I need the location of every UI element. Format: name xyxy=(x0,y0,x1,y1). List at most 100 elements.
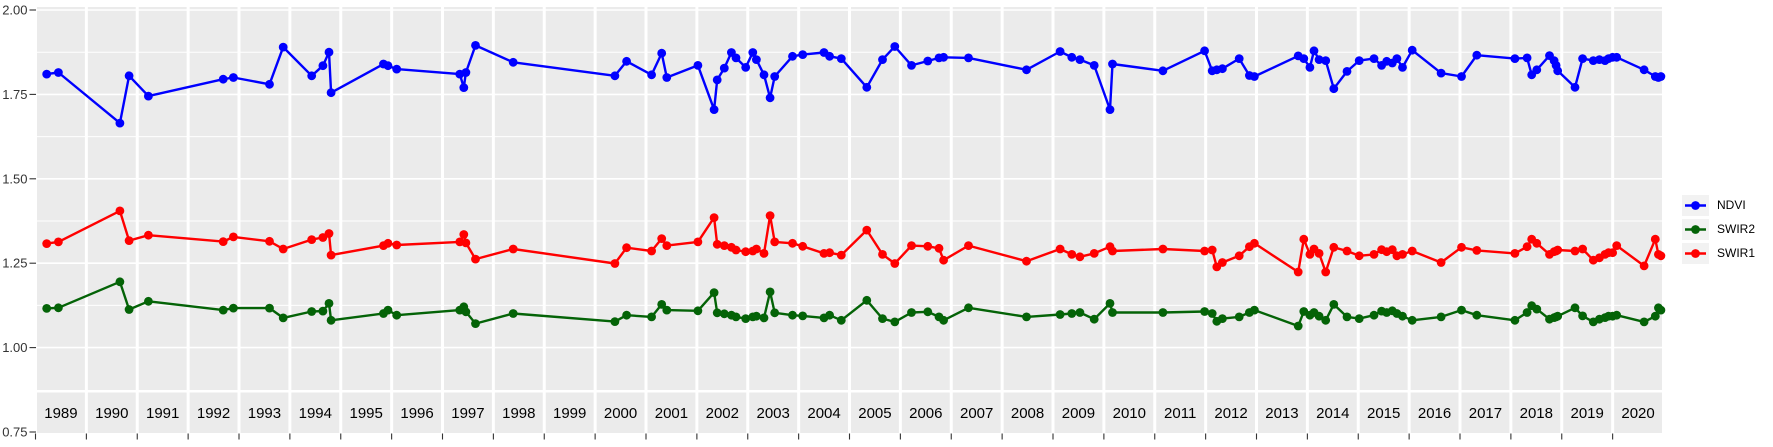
facet-strip-1994 xyxy=(291,392,340,433)
data-point-ndvi xyxy=(508,57,518,67)
data-point-swir1 xyxy=(326,250,336,260)
data-point-ndvi xyxy=(1510,54,1520,63)
data-point-swir2 xyxy=(508,309,518,318)
data-point-swir2 xyxy=(1234,312,1244,322)
data-point-swir2 xyxy=(1250,305,1259,315)
data-point-swir2 xyxy=(610,317,620,326)
data-point-swir1 xyxy=(1608,248,1617,258)
data-point-ndvi xyxy=(1067,52,1077,62)
data-point-ndvi xyxy=(825,51,834,61)
data-point-swir1 xyxy=(1207,245,1217,255)
data-point-ndvi xyxy=(1309,46,1319,56)
data-point-swir1 xyxy=(741,247,751,257)
data-point-swir2 xyxy=(1570,303,1580,313)
data-point-swir1 xyxy=(1612,241,1622,251)
data-point-ndvi xyxy=(752,55,761,64)
data-point-swir2 xyxy=(1022,312,1031,322)
data-point-swir1 xyxy=(218,237,228,247)
year-panel-2014 xyxy=(1308,7,1357,390)
data-point-swir2 xyxy=(1200,307,1209,316)
data-point-swir2 xyxy=(1314,311,1324,321)
data-point-swir1 xyxy=(1639,261,1649,271)
year-panel-1996 xyxy=(393,7,442,390)
data-point-ndvi xyxy=(712,75,722,85)
data-point-ndvi xyxy=(1354,56,1364,65)
data-point-ndvi xyxy=(1305,63,1315,72)
data-point-swir2 xyxy=(471,319,480,328)
data-point-ndvi xyxy=(1299,54,1309,63)
data-point-swir1 xyxy=(115,206,125,216)
data-point-swir1 xyxy=(1398,250,1407,259)
year-panel-2007 xyxy=(952,7,1001,390)
facet-strip-label: 1998 xyxy=(502,405,535,422)
facet-strip-label: 2009 xyxy=(1062,405,1095,422)
data-point-swir1 xyxy=(759,249,769,258)
year-panel-2011 xyxy=(1156,7,1205,390)
data-point-swir2 xyxy=(712,308,722,318)
year-panel-1989 xyxy=(37,7,85,390)
facet-strip-label: 1990 xyxy=(95,405,128,422)
facet-strip-1989 xyxy=(37,392,85,433)
data-point-swir1 xyxy=(939,255,948,265)
y-axis-tick-label: 1.50 xyxy=(2,171,27,186)
data-point-swir2 xyxy=(1578,311,1587,321)
data-point-swir2 xyxy=(461,307,471,317)
data-point-ndvi xyxy=(907,61,916,70)
y-axis-tick-label: 0.75 xyxy=(2,425,27,440)
facet-strip-2020 xyxy=(1614,392,1663,433)
data-point-swir2 xyxy=(1075,308,1085,317)
data-point-ndvi xyxy=(836,54,846,63)
facet-strip-1992 xyxy=(189,392,238,433)
facet-strip-label: 1996 xyxy=(400,405,433,422)
data-point-swir2 xyxy=(1108,308,1117,317)
data-point-swir1 xyxy=(825,248,834,258)
data-point-swir2 xyxy=(770,308,780,318)
data-point-swir2 xyxy=(1612,310,1622,320)
data-point-ndvi xyxy=(1022,65,1031,75)
data-point-ndvi xyxy=(461,68,471,77)
data-point-swir1 xyxy=(1354,251,1364,261)
legend-entry-swir2: SWIR2 xyxy=(1682,218,1755,240)
data-point-swir2 xyxy=(383,305,393,315)
data-point-ndvi xyxy=(923,56,933,66)
facet-strip-label: 2007 xyxy=(960,405,993,422)
data-point-swir1 xyxy=(54,237,63,247)
data-point-swir1 xyxy=(124,236,134,246)
facet-strip-label: 2011 xyxy=(1164,405,1196,422)
facet-strip-label: 2020 xyxy=(1621,405,1654,422)
year-panel-2019 xyxy=(1563,7,1612,390)
year-panel-1991 xyxy=(138,7,187,390)
facet-strip-label: 2016 xyxy=(1418,405,1451,422)
y-axis-tick-label: 2.00 xyxy=(2,3,27,18)
data-point-swir1 xyxy=(712,239,722,249)
data-point-ndvi xyxy=(731,53,741,63)
facet-strip-label: 2015 xyxy=(1367,405,1400,422)
data-point-swir2 xyxy=(862,295,872,305)
data-point-swir2 xyxy=(1656,305,1666,315)
data-point-ndvi xyxy=(798,50,808,59)
year-panel-2003 xyxy=(749,7,798,390)
data-point-swir1 xyxy=(836,250,846,260)
facet-strip-1998 xyxy=(494,392,543,433)
facet-strip-label: 2017 xyxy=(1469,405,1502,422)
data-point-swir1 xyxy=(890,259,900,268)
data-point-ndvi xyxy=(759,70,769,80)
facet-strip-2008 xyxy=(1003,392,1052,433)
year-panel-1990 xyxy=(87,7,136,390)
facet-strip-2006 xyxy=(901,392,950,433)
data-point-swir2 xyxy=(144,296,153,306)
data-point-ndvi xyxy=(265,79,274,89)
data-point-swir1 xyxy=(731,245,741,255)
data-point-swir2 xyxy=(1207,309,1217,318)
facet-strip-label: 1997 xyxy=(451,405,484,422)
data-point-swir2 xyxy=(709,288,719,297)
year-panel-2001 xyxy=(647,7,696,390)
data-point-swir2 xyxy=(1457,305,1466,315)
data-point-swir1 xyxy=(1650,234,1660,244)
data-point-ndvi xyxy=(939,52,948,62)
data-point-ndvi xyxy=(1639,65,1649,75)
data-point-swir1 xyxy=(719,241,729,251)
data-point-swir2 xyxy=(1067,309,1077,318)
data-point-swir1 xyxy=(862,225,872,235)
facet-strip-label: 2014 xyxy=(1316,405,1349,422)
